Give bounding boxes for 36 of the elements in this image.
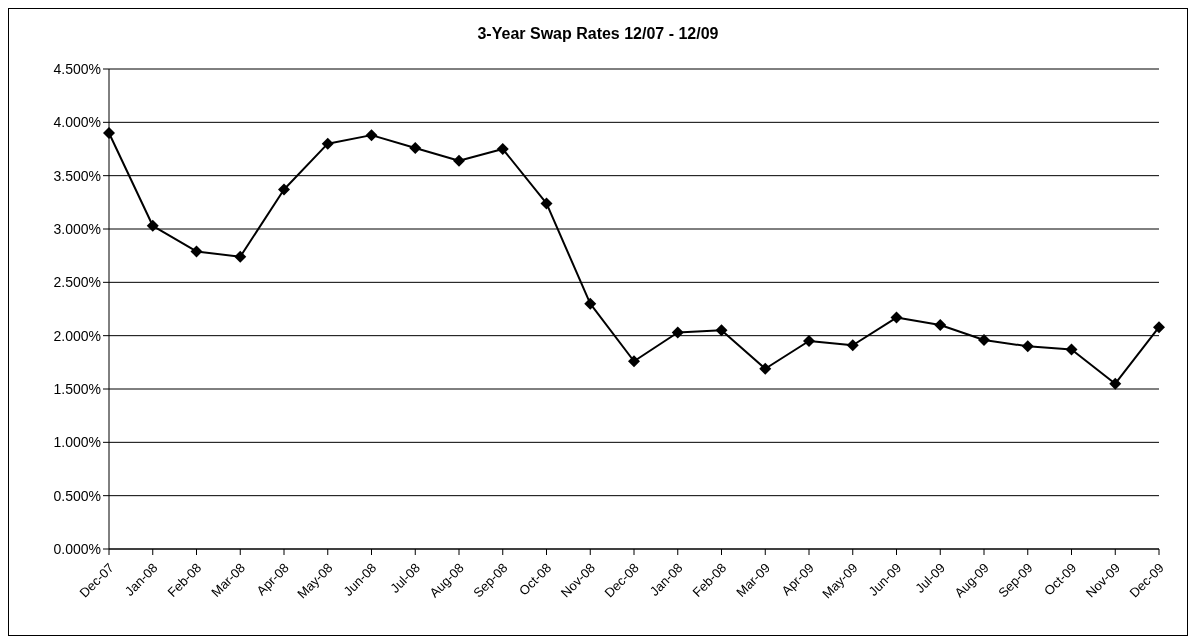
y-tick-label: 0.000%	[53, 540, 101, 557]
point	[846, 339, 859, 352]
y-tick-label: 4.500%	[53, 60, 101, 77]
point	[671, 326, 684, 339]
point	[409, 141, 422, 154]
point	[278, 183, 290, 196]
point	[628, 355, 640, 368]
point	[190, 245, 203, 258]
point	[540, 197, 553, 210]
point	[803, 335, 815, 347]
y-tick-label: 0.500%	[53, 487, 101, 504]
y-tick-label: 3.500%	[53, 167, 101, 184]
point	[1065, 343, 1078, 356]
y-tick-label: 1.000%	[53, 434, 101, 451]
point	[103, 127, 115, 139]
point	[934, 319, 947, 331]
point	[1021, 340, 1034, 353]
y-tick-label: 2.500%	[53, 274, 101, 291]
point	[365, 129, 378, 142]
point	[584, 297, 597, 310]
point	[453, 154, 465, 167]
chart-title: 3-Year Swap Rates 12/07 - 12/09	[476, 25, 720, 44]
point	[1109, 377, 1122, 390]
point	[1153, 321, 1165, 334]
y-tick-label: 2.000%	[53, 327, 101, 344]
y-tick-label: 1.500%	[53, 380, 101, 397]
y-tick-label: 4.000%	[53, 114, 101, 131]
point	[496, 143, 509, 155]
point	[759, 362, 772, 375]
point	[715, 324, 728, 337]
point	[890, 311, 903, 324]
y-tick-label: 3.000%	[53, 220, 101, 237]
point	[321, 137, 334, 150]
point	[978, 333, 990, 346]
point	[146, 219, 159, 232]
point	[234, 250, 247, 263]
